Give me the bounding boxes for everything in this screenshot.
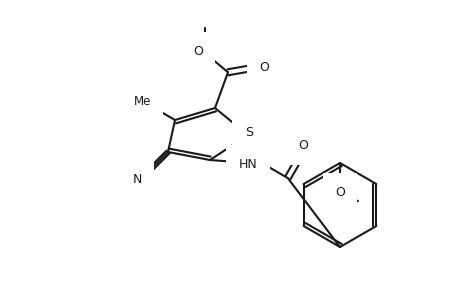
- Text: Me: Me: [133, 94, 151, 107]
- Text: O: O: [193, 44, 202, 58]
- Text: HN: HN: [238, 158, 257, 170]
- Text: O: O: [297, 139, 307, 152]
- Text: S: S: [245, 125, 252, 139]
- Text: O: O: [334, 185, 344, 199]
- Text: N: N: [132, 173, 142, 186]
- Text: O: O: [259, 61, 269, 74]
